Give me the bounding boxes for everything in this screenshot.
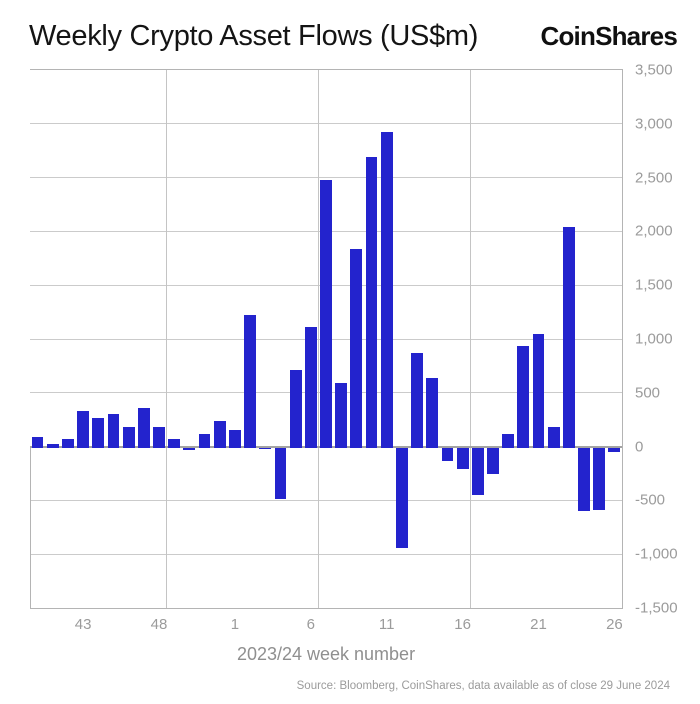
left-axis-line	[30, 446, 31, 608]
horizontal-gridline	[30, 499, 622, 501]
y-axis-label: 2,500	[635, 169, 673, 187]
x-axis-label: 1	[230, 616, 240, 633]
bar-week-22	[547, 426, 560, 448]
bar-week-26	[608, 447, 621, 452]
horizontal-gridline	[30, 123, 622, 125]
source-note: Source: Bloomberg, CoinShares, data avai…	[296, 680, 670, 692]
bar-week-24	[578, 447, 590, 512]
y-axis-label: 0	[635, 438, 644, 456]
vertical-gridline	[469, 70, 471, 608]
vertical-gridline	[166, 70, 168, 608]
bar-week-13	[411, 352, 423, 448]
bar-week-48	[153, 426, 165, 448]
coinshares-logo: CoinShares	[540, 21, 678, 51]
y-axis-label: 2,000	[635, 222, 673, 240]
bar-week-49	[168, 439, 181, 448]
x-axis-label: 16	[454, 616, 471, 633]
bar-week-11	[380, 131, 393, 448]
bar-week-42	[62, 438, 74, 448]
bar-week-10	[365, 156, 378, 448]
y-axis-label: 3,000	[635, 115, 673, 133]
vertical-gridline	[317, 70, 319, 608]
x-axis-label: 11	[378, 616, 395, 633]
bar-week-8	[335, 383, 348, 448]
bar-week-23	[562, 226, 575, 448]
bar-week-20	[517, 345, 530, 448]
bar-week-2	[244, 315, 256, 448]
bar-week-40	[31, 437, 44, 448]
y-axis-label: -1,500	[635, 599, 678, 617]
bar-week-25	[593, 447, 606, 510]
bar-week-45	[107, 413, 120, 448]
bar-week-21	[532, 333, 545, 448]
y-axis-label: -1,000	[635, 545, 678, 563]
horizontal-gridline	[30, 553, 622, 555]
bar-week-18	[487, 447, 499, 475]
bar-week-41	[46, 443, 59, 448]
bar-week-50	[183, 447, 196, 450]
x-axis-title: 2023/24 week number	[236, 644, 416, 664]
bar-week-7	[320, 179, 332, 448]
bar-week-4	[274, 447, 287, 499]
bar-week-1	[229, 429, 241, 448]
x-axis-label: 26	[606, 616, 623, 633]
bar-week-15	[441, 447, 454, 461]
chart-plot-area	[30, 69, 623, 609]
page-title: Weekly Crypto Asset Flows (US$m)	[29, 20, 479, 52]
y-axis-label: 1,500	[635, 276, 673, 294]
bar-week-14	[426, 377, 439, 448]
y-axis-label: 3,500	[635, 61, 673, 79]
y-axis-label: 500	[635, 384, 661, 402]
bar-week-51	[198, 434, 211, 448]
bar-week-47	[137, 408, 150, 448]
bar-week-46	[122, 427, 135, 448]
bar-week-16	[456, 447, 469, 470]
bar-week-9	[350, 249, 363, 448]
bar-week-6	[304, 327, 317, 448]
y-axis-label: -500	[635, 491, 666, 509]
x-axis-label: 6	[306, 616, 315, 633]
bar-week-43	[77, 411, 90, 448]
bar-week-17	[471, 447, 484, 495]
bar-week-52	[213, 420, 226, 448]
x-axis-label: 21	[530, 616, 547, 633]
bar-week-5	[289, 370, 302, 448]
x-axis-label: 48	[150, 616, 168, 633]
bar-week-19	[502, 433, 515, 448]
y-axis-label: 1,000	[635, 330, 673, 348]
bar-week-3	[259, 447, 272, 450]
bar-week-44	[92, 417, 105, 448]
x-axis-label: 43	[74, 616, 92, 633]
horizontal-gridline	[30, 177, 622, 179]
bar-week-12	[395, 447, 408, 548]
